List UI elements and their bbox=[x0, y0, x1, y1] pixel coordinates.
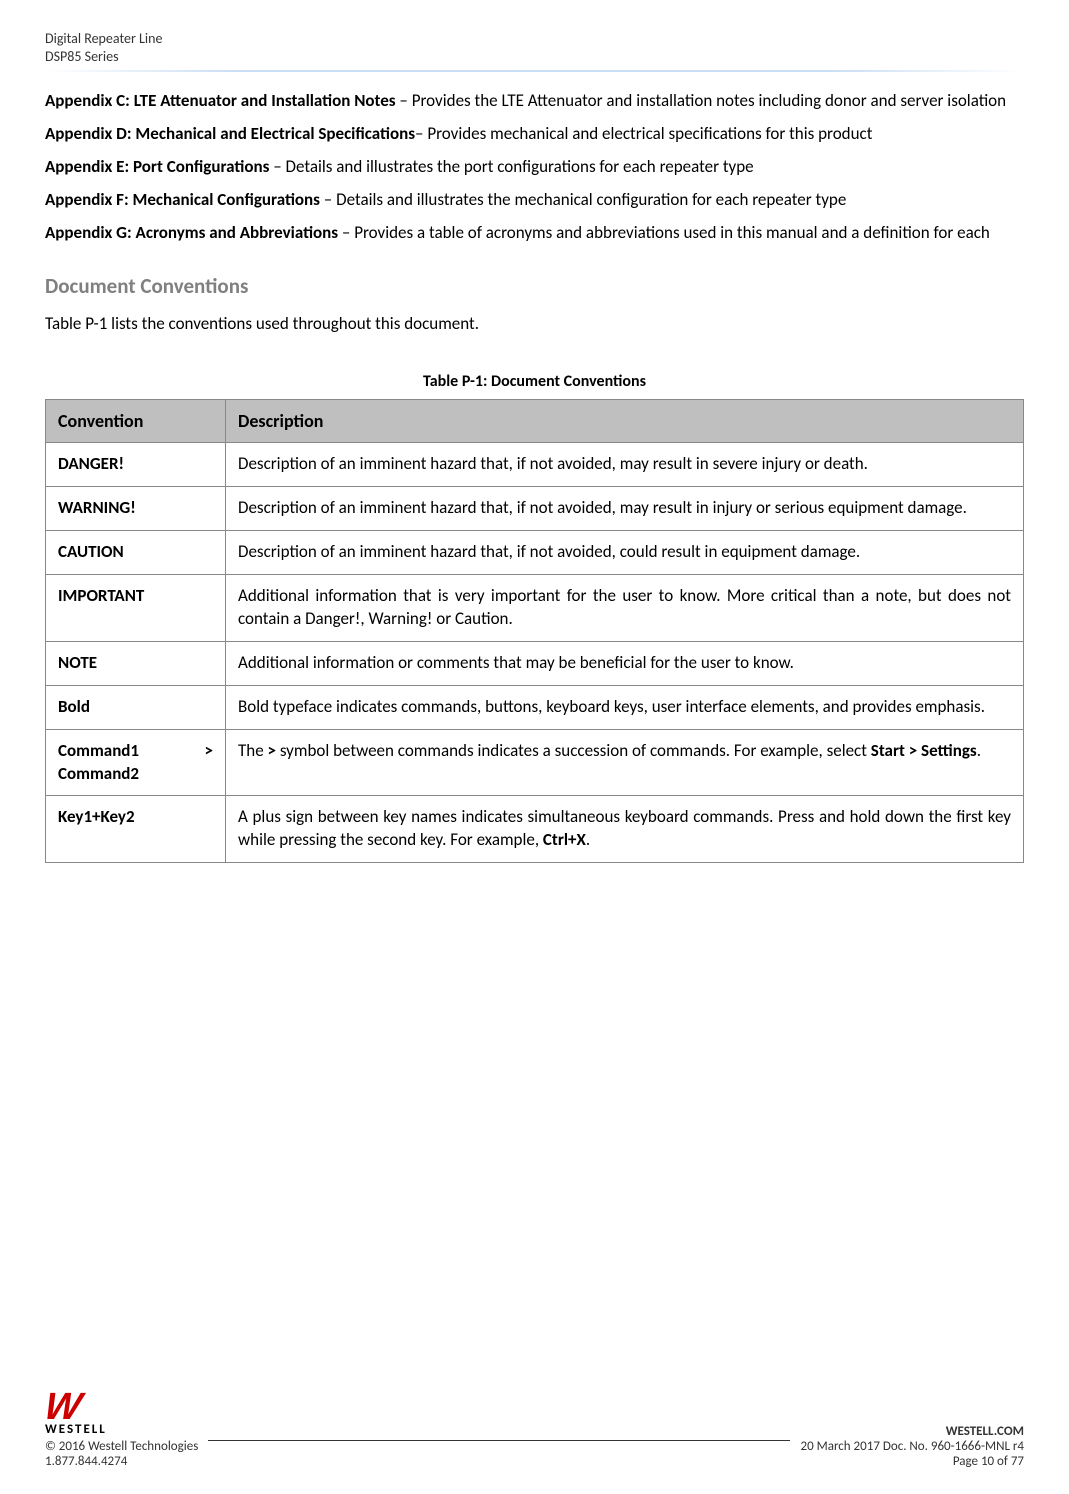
page-footer: W WESTELL © 2016 Westell Technologies 1.… bbox=[45, 1392, 1024, 1469]
doc-header: Digital Repeater Line DSP85 Series bbox=[45, 30, 1024, 66]
table-header-row: Convention Description bbox=[46, 400, 1024, 443]
footer-left: W WESTELL © 2016 Westell Technologies 1.… bbox=[45, 1392, 198, 1469]
appendix-g: Appendix G: Acronyms and Abbreviations –… bbox=[45, 222, 1024, 245]
docinfo-text: 20 March 2017 Doc. No. 960-1666-MNL r4 bbox=[800, 1439, 1024, 1454]
logo-w-icon: W bbox=[42, 1392, 83, 1422]
header-divider bbox=[45, 70, 1024, 72]
footer-divider bbox=[208, 1440, 790, 1442]
copyright-text: © 2016 Westell Technologies bbox=[45, 1439, 198, 1454]
westell-logo: W WESTELL bbox=[45, 1392, 198, 1437]
table-row: IMPORTANTAdditional information that is … bbox=[46, 574, 1024, 641]
appendix-d: Appendix D: Mechanical and Electrical Sp… bbox=[45, 123, 1024, 146]
section-heading: Document Conventions bbox=[45, 273, 1024, 299]
appendix-c: Appendix C: LTE Attenuator and Installat… bbox=[45, 90, 1024, 113]
conventions-table: Convention Description DANGER!Descriptio… bbox=[45, 399, 1024, 863]
table-caption: Table P-1: Document Conventions bbox=[45, 372, 1024, 391]
footer-right: WESTELL.COM 20 March 2017 Doc. No. 960-1… bbox=[800, 1424, 1024, 1469]
table-row-command: Command1> Command2 The > symbol between … bbox=[46, 729, 1024, 796]
doc-title-line1: Digital Repeater Line bbox=[45, 30, 1024, 48]
table-row: BoldBold typeface indicates commands, bu… bbox=[46, 685, 1024, 729]
section-intro: Table P-1 lists the conventions used thr… bbox=[45, 313, 1024, 336]
col-description: Description bbox=[226, 400, 1024, 443]
col-convention: Convention bbox=[46, 400, 226, 443]
table-row: NOTEAdditional information or comments t… bbox=[46, 641, 1024, 685]
table-row: DANGER!Description of an imminent hazard… bbox=[46, 443, 1024, 487]
page-number: Page 10 of 77 bbox=[800, 1454, 1024, 1469]
table-row: WARNING!Description of an imminent hazar… bbox=[46, 486, 1024, 530]
appendix-f: Appendix F: Mechanical Configurations – … bbox=[45, 189, 1024, 212]
table-row-key: Key1+Key2 A plus sign between key names … bbox=[46, 796, 1024, 863]
spacer bbox=[45, 863, 1024, 1391]
appendix-e: Appendix E: Port Configurations – Detail… bbox=[45, 156, 1024, 179]
doc-title-line2: DSP85 Series bbox=[45, 48, 1024, 66]
phone-text: 1.877.844.4274 bbox=[45, 1454, 198, 1469]
site-text: WESTELL.COM bbox=[800, 1424, 1024, 1439]
table-row: CAUTIONDescription of an imminent hazard… bbox=[46, 530, 1024, 574]
